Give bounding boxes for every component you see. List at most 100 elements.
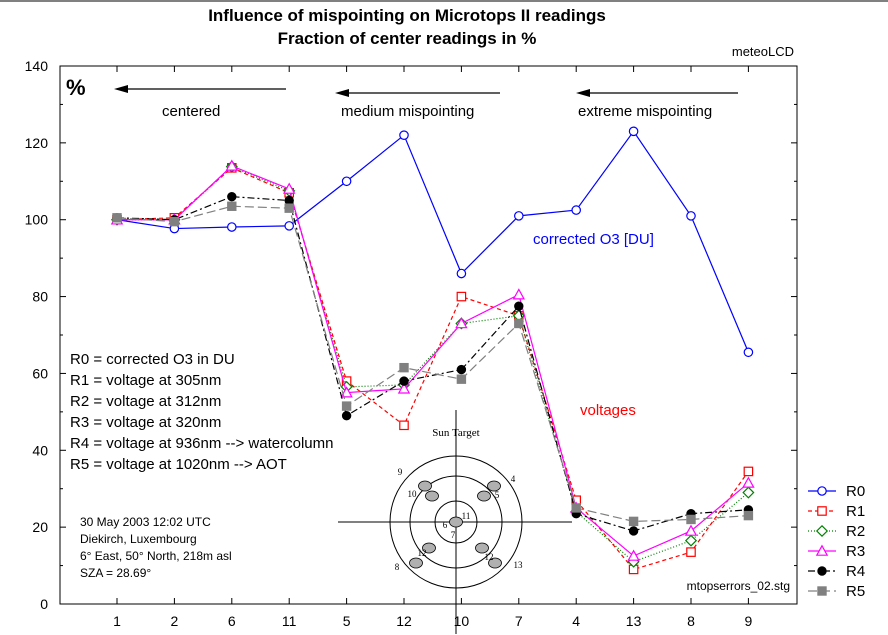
legend-swatch-marker xyxy=(817,586,827,596)
legend-item-r3: R3 xyxy=(808,543,865,560)
x-tick-label: 12 xyxy=(396,613,412,629)
x-tick-label: 13 xyxy=(626,613,642,629)
target-outer-ring xyxy=(389,455,523,589)
arrow-head-extreme xyxy=(576,89,590,97)
data-point-r0 xyxy=(399,130,409,140)
data-point-r1 xyxy=(399,420,409,431)
y-tick-label: 0 xyxy=(40,596,48,612)
target-spot xyxy=(425,490,439,502)
data-point-r0 xyxy=(628,126,639,137)
legend-item-r0: R0 xyxy=(808,483,865,500)
data-point-r3 xyxy=(455,317,468,329)
series-line-r5 xyxy=(116,205,749,522)
window-top-edge xyxy=(0,0,888,2)
target-spot-label: 5 xyxy=(495,490,500,500)
target-middle-ring xyxy=(409,475,503,569)
legend-label: R1 xyxy=(846,503,865,520)
arrow-head-centered xyxy=(114,85,128,93)
data-point-r0 xyxy=(743,347,754,358)
target-spot-label: 13 xyxy=(514,560,524,570)
definition-r5: R5 = voltage at 1020nm --> AOT xyxy=(70,456,287,473)
target-spots: 9 4 10 5 11 6 12 7 12 8 13 xyxy=(395,467,523,572)
y-tick-label: 60 xyxy=(32,365,48,381)
legend-label: R0 xyxy=(846,483,865,500)
data-point-r0 xyxy=(227,222,237,232)
data-point-r0 xyxy=(686,211,696,221)
x-tick-label: 9 xyxy=(745,613,753,629)
data-point-r0 xyxy=(341,176,352,187)
chart-subtitle: Fraction of center readings in % xyxy=(278,29,537,48)
x-tick-label: 8 xyxy=(687,613,695,629)
legend-swatch-marker xyxy=(815,544,829,556)
y-tick-label: 100 xyxy=(25,212,49,228)
target-spot xyxy=(449,516,463,528)
data-point-r2 xyxy=(684,534,698,547)
target-spot-label: 7 xyxy=(451,530,456,540)
y-tick-label: 20 xyxy=(32,519,48,535)
data-point-r5 xyxy=(514,318,524,329)
o3-annotation: corrected O3 [DU] xyxy=(533,231,654,248)
definitions-block: R0 = corrected O3 in DU R1 = voltage at … xyxy=(70,351,333,473)
section-label-centered: centered xyxy=(162,103,220,120)
data-point-r1 xyxy=(456,291,467,302)
target-spot xyxy=(488,557,502,569)
y-tick-label: 40 xyxy=(32,442,48,458)
data-point-r3 xyxy=(397,382,411,394)
target-spot xyxy=(418,480,432,492)
series-r5 xyxy=(112,201,754,527)
legend-label: R4 xyxy=(846,563,865,580)
info-sza: SZA = 28.69° xyxy=(80,566,151,580)
data-point-r4 xyxy=(399,376,409,386)
x-axis: 1 2 6 11 5 12 10 7 4 13 8 9 xyxy=(113,66,753,629)
definition-r0: R0 = corrected O3 in DU xyxy=(70,351,235,368)
series-line-r4 xyxy=(116,196,749,532)
target-spot-label: 4 xyxy=(511,474,516,484)
data-point-r5 xyxy=(686,514,696,525)
definition-r4: R4 = voltage at 936nm --> watercolumn xyxy=(70,435,333,452)
data-point-r3 xyxy=(684,524,698,536)
x-tick-label: 11 xyxy=(282,613,297,629)
series-line-r0 xyxy=(116,130,749,353)
data-point-r5 xyxy=(571,503,581,513)
data-point-r0 xyxy=(513,211,524,221)
target-spot-label: 8 xyxy=(395,562,400,572)
legend-label: R2 xyxy=(846,523,865,540)
data-point-r0 xyxy=(456,268,467,279)
target-spot xyxy=(487,480,501,492)
target-spot xyxy=(475,542,489,554)
target-spot-label: 12 xyxy=(485,552,494,562)
legend-item-r2: R2 xyxy=(808,523,865,540)
section-label-medium: medium mispointing xyxy=(341,103,474,120)
data-point-r5 xyxy=(743,510,754,521)
legend-swatch-marker xyxy=(815,524,829,538)
target-spot-label: 6 xyxy=(443,520,448,530)
legend-swatch-marker xyxy=(817,566,827,576)
definition-r1: R1 = voltage at 305nm xyxy=(70,372,221,389)
data-point-r5 xyxy=(628,516,639,527)
data-point-r5 xyxy=(284,203,294,213)
legend-item-r4: R4 xyxy=(808,563,865,580)
data-point-r3 xyxy=(627,549,640,561)
data-point-r4 xyxy=(284,195,294,206)
data-point-r5 xyxy=(227,201,237,211)
series-line-r2 xyxy=(117,165,749,563)
x-tick-label: 4 xyxy=(572,613,580,629)
x-tick-label: 1 xyxy=(113,613,121,629)
target-spot-label: 9 xyxy=(398,467,403,477)
data-point-r0 xyxy=(284,221,294,231)
info-location: Diekirch, Luxembourg xyxy=(80,532,197,546)
info-block: 30 May 2003 12:02 UTC Diekirch, Luxembou… xyxy=(80,515,232,580)
y-axis-unit-label: % xyxy=(66,75,86,100)
definition-r2: R2 = voltage at 312nm xyxy=(70,393,221,410)
data-point-r5 xyxy=(399,362,409,373)
y-tick-label: 120 xyxy=(25,135,49,151)
data-point-r3 xyxy=(282,182,296,194)
target-spot-label: 12 xyxy=(418,548,427,558)
target-spot xyxy=(477,490,491,502)
series-r1 xyxy=(112,163,754,575)
target-spot-label: 11 xyxy=(462,511,471,521)
series-line-r3 xyxy=(117,165,749,557)
